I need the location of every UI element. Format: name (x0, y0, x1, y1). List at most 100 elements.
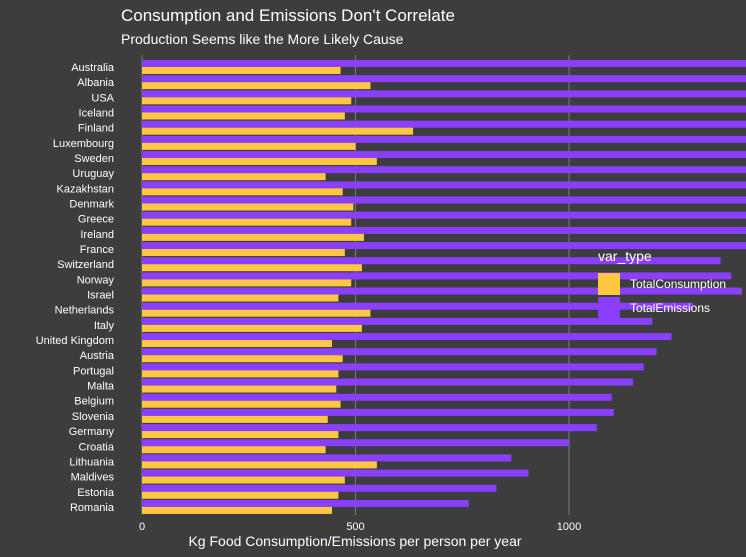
y-tick-label: USA (91, 92, 114, 104)
bar-emissions (142, 181, 746, 189)
bar-consumption (142, 127, 414, 135)
bar-consumption (142, 264, 362, 272)
bar-emissions (142, 439, 569, 447)
legend-item-consumption: TotalConsumption (598, 272, 726, 295)
x-tick-label: 0 (139, 521, 145, 533)
bar-consumption (142, 415, 328, 423)
chart-subtitle: Production Seems like the More Likely Ca… (121, 31, 404, 47)
bar-emissions (142, 363, 644, 371)
bar-emissions (142, 257, 721, 265)
y-tick-label: Germany (69, 426, 115, 438)
y-tick-label: Kazakhstan (57, 183, 114, 195)
bar-consumption (142, 279, 352, 287)
bar-consumption (142, 173, 326, 181)
y-tick-label: Denmark (69, 199, 114, 211)
bar-emissions (142, 333, 672, 341)
y-tick-label: Italy (94, 320, 115, 332)
bar-emissions (142, 242, 746, 250)
bar-consumption (142, 340, 333, 348)
bar-emissions (142, 302, 693, 310)
bar-emissions (142, 90, 746, 98)
legend-title: var_type (598, 248, 652, 264)
bar-emissions (142, 454, 512, 462)
y-tick-label: United Kingdom (36, 335, 114, 347)
bar-consumption (142, 233, 365, 241)
legend-item-emissions: TotalEmissions (598, 296, 726, 319)
y-tick-label: Croatia (79, 441, 115, 453)
y-tick-label: Austria (80, 350, 115, 362)
bar-consumption (142, 370, 339, 378)
y-tick-label: Ireland (80, 229, 114, 241)
x-axis-label: Kg Food Consumption/Emissions per person… (188, 533, 522, 549)
bar-emissions (142, 424, 597, 432)
bar-consumption (142, 249, 345, 257)
bar-consumption (142, 506, 333, 514)
legend-label-emissions: TotalEmissions (630, 300, 711, 315)
y-tick-label: Slovenia (72, 411, 115, 423)
bar-emissions (142, 272, 732, 280)
bar-consumption (142, 218, 352, 226)
y-tick-label: Norway (77, 274, 115, 286)
y-tick-label: Greece (78, 214, 114, 226)
legend-swatch-emissions (598, 296, 620, 319)
y-tick-label: Iceland (79, 108, 114, 120)
y-tick-label: France (80, 244, 114, 256)
y-tick-label: Australia (71, 62, 115, 74)
bar-emissions (142, 348, 657, 356)
chart-title: Consumption and Emissions Don't Correlat… (121, 6, 455, 25)
bar-emissions (142, 287, 742, 295)
bar-emissions (142, 469, 529, 477)
bar-consumption (142, 431, 339, 439)
legend-label-consumption: TotalConsumption (630, 276, 727, 291)
bar-emissions (142, 151, 746, 159)
bar-consumption (142, 158, 377, 166)
y-tick-label: Romania (70, 502, 115, 514)
y-tick-label: Switzerland (57, 259, 114, 271)
bar-consumption (142, 188, 343, 196)
bar-consumption (142, 97, 352, 105)
legend: var_type TotalConsumption TotalEmissions (598, 248, 726, 320)
bar-consumption (142, 476, 345, 484)
bar-emissions (142, 378, 634, 386)
bar-consumption (142, 82, 371, 90)
bar-emissions (142, 226, 746, 234)
x-tick-label: 500 (346, 521, 364, 533)
bar-consumption (142, 461, 377, 469)
bar-consumption (142, 385, 337, 393)
y-tick-label: Portugal (73, 365, 114, 377)
bar-emissions (142, 196, 746, 204)
y-tick-label: Lithuania (69, 456, 115, 468)
y-tick-label: Netherlands (55, 305, 115, 317)
bar-consumption (142, 112, 345, 120)
bar-consumption (142, 324, 362, 332)
bar-consumption (142, 446, 326, 454)
legend-swatch-consumption (598, 272, 620, 295)
bar-emissions (142, 484, 497, 492)
y-tick-label: Israel (87, 290, 114, 302)
y-tick-label: Malta (87, 381, 115, 393)
y-tick-label: Estonia (77, 487, 115, 499)
bar-consumption (142, 67, 341, 74)
bar-consumption (142, 355, 343, 363)
bar-consumption (142, 491, 339, 499)
bar-consumption (142, 142, 356, 150)
bar-consumption (142, 203, 354, 211)
bar-emissions (142, 75, 746, 83)
y-tick-label: Maldives (71, 472, 115, 484)
bar-emissions (142, 393, 612, 401)
y-tick-label: Sweden (74, 153, 114, 165)
bar-consumption (142, 309, 371, 317)
bar-emissions (142, 317, 653, 325)
y-tick-label: Luxembourg (53, 138, 114, 150)
x-tick-label: 1000 (557, 521, 581, 533)
bar-emissions (142, 499, 469, 507)
bar-emissions (142, 135, 746, 143)
y-tick-label: Finland (78, 123, 114, 135)
bar-emissions (142, 408, 614, 416)
y-tick-label: Uruguay (72, 168, 114, 180)
bar-consumption (142, 294, 339, 302)
bar-emissions (142, 120, 746, 128)
bar-consumption (142, 400, 341, 408)
